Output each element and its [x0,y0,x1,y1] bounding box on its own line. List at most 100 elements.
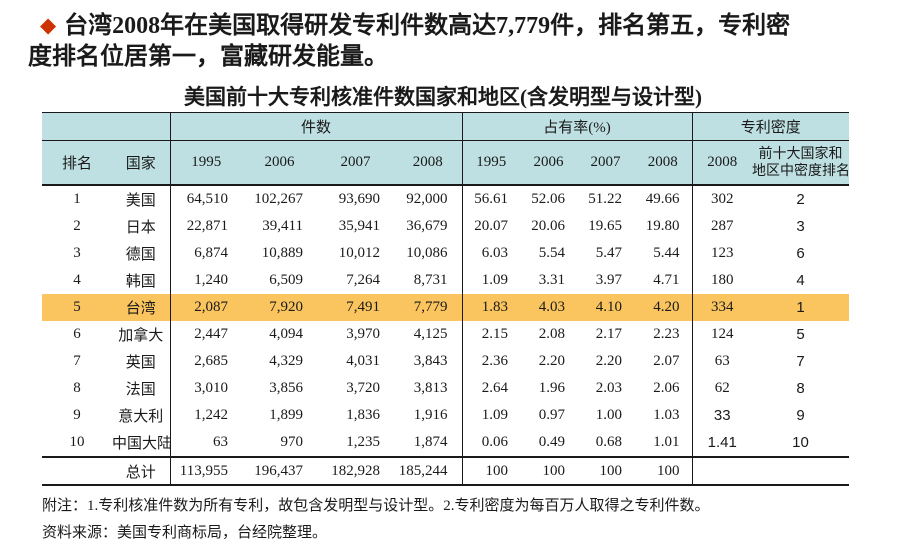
table-row: 6 加拿大 2,447 4,094 3,970 4,125 2.15 2.08 … [42,321,849,348]
rank-cell: 4 [73,272,81,288]
share-cell: 2.17 [595,326,623,342]
count-cell: 64,510 [169,185,242,213]
share-cell: 2.08 [538,326,566,342]
count-cell: 39,411 [262,218,303,234]
rank-cell: 5 [42,294,112,321]
share-cell: 6.03 [461,240,521,267]
share-cell: 3.31 [538,272,566,288]
density-rank-cell: 9 [796,407,805,424]
table-group-header-row: 件数 占有率(%) 专利密度 [42,112,850,141]
rank-cell: 1 [73,191,81,207]
rank-cell: 2 [73,218,81,234]
rank-cell: 7 [73,353,81,369]
count-cell: 3,970 [346,326,380,342]
share-cell: 4.20 [634,294,693,321]
count-cell: 4,329 [269,353,303,369]
count-cell: 1,235 [346,434,380,450]
count-cell: 10,889 [261,245,303,261]
density-cell: 287 [691,213,753,240]
share-cell: 2.15 [461,321,521,348]
share-cell: 2.23 [653,326,680,342]
share-cell: 2.36 [461,348,521,375]
share-cell: 0.68 [595,434,623,450]
col-header-count-1995: 1995 [169,140,242,186]
col-header-count-2006: 2006 [242,140,317,186]
density-rank-cell: 1 [752,294,850,321]
share-cell: 0.49 [538,434,566,450]
share-cell: 19.65 [588,218,623,234]
country-cell: 法国 [125,382,156,398]
count-cell: 2,685 [169,348,242,375]
country-cell: 日本 [125,220,156,236]
density-cell: 63 [691,348,753,375]
count-cell: 63 [169,429,242,457]
share-cell: 4.03 [520,294,578,321]
total-count-cell: 182,928 [317,456,394,486]
density-cell: 302 [691,185,753,213]
count-cell: 6,874 [169,240,242,267]
country-cell: 德国 [125,247,156,263]
table-row: 2 日本 22,871 39,411 35,941 36,679 20.07 2… [42,213,849,240]
count-cell: 4,125 [413,326,448,342]
total-count-cell: 113,955 [169,456,242,486]
total-count-cell: 196,437 [242,456,317,486]
share-cell: 2.64 [461,375,521,402]
share-cell: 4.10 [577,294,635,321]
density-cell: 1.41 [691,429,753,457]
count-cell: 970 [280,434,304,450]
count-cell: 3,010 [169,375,242,402]
total-share-cell: 100 [461,456,521,486]
total-label-cell: 总计 [112,456,170,486]
country-cell: 台湾 [112,294,170,321]
col-header-share-2007: 2007 [577,140,635,186]
density-cell: 124 [691,321,753,348]
share-cell: 1.96 [538,380,566,396]
total-rank-empty [42,456,112,486]
country-cell: 美国 [125,193,156,209]
share-cell: 2.06 [653,380,680,396]
share-cell: 5.54 [538,245,566,261]
density-cell: 334 [691,294,753,321]
headline: ◆ 台湾2008年在美国取得研发专利件数高达7,779件，排名第五，专利密 度排名… [28,10,876,73]
density-cell: 33 [691,402,753,429]
density-rank-header-line1: 前十大国家和 [758,146,843,162]
count-cell: 35,941 [338,218,380,234]
count-cell: 93,690 [338,191,380,207]
share-cell: 20.06 [531,218,566,234]
density-rank-cell: 8 [796,380,805,397]
col-header-density-rank: 前十大国家和 地区中密度排名 [752,140,850,186]
country-cell: 韩国 [125,274,156,290]
share-cell: 1.09 [461,402,521,429]
count-cell: 10,086 [406,245,448,261]
share-cell: 52.06 [531,191,566,207]
count-cell: 92,000 [406,191,448,207]
count-cell: 1,916 [413,407,448,423]
source-note: 资料来源：美国专利商标局，台经院整理。 [42,525,328,541]
table-row: 9 意大利 1,242 1,899 1,836 1,916 1.09 0.97 … [42,402,849,429]
total-count-cell: 185,244 [394,456,463,486]
share-cell: 0.97 [538,407,566,423]
total-share-cell: 100 [520,456,578,486]
country-cell: 英国 [125,355,156,371]
share-cell: 20.07 [461,213,521,240]
count-cell: 36,679 [406,218,448,234]
count-cell: 6,509 [269,272,303,288]
count-cell: 7,920 [242,294,317,321]
density-rank-cell: 3 [796,218,805,235]
density-cell: 180 [691,267,753,294]
table-row: 10 中国大陆 63 970 1,235 1,874 0.06 0.49 0.6… [42,429,849,457]
group-header-empty [42,112,170,141]
patent-table-wrap: 件数 占有率(%) 专利密度 排名 国家 1995 2006 2007 2008… [42,112,850,486]
total-density-empty [691,456,753,486]
country-cell: 中国大陆 [112,436,170,452]
share-cell: 2.20 [595,353,623,369]
share-cell: 5.47 [595,245,623,261]
share-cell: 5.44 [653,245,680,261]
count-cell: 10,012 [338,245,380,261]
total-share-cell: 100 [577,456,635,486]
share-cell: 1.83 [461,294,521,321]
count-cell: 3,720 [346,380,380,396]
rank-cell: 9 [73,407,81,423]
count-cell: 1,240 [169,267,242,294]
